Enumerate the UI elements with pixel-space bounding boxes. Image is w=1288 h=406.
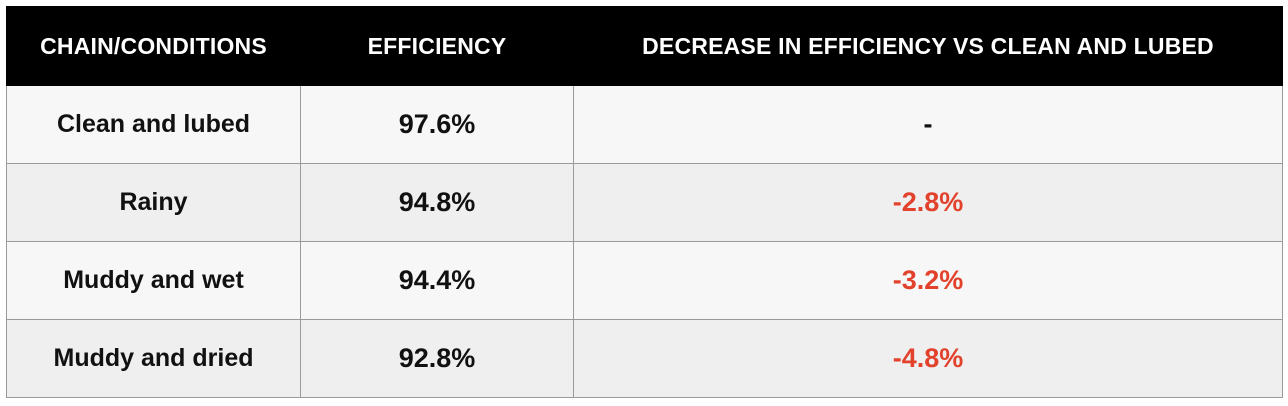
table-row: Clean and lubed 97.6% - <box>6 85 1283 164</box>
header-chain-conditions: CHAIN/CONDITIONS <box>6 6 301 86</box>
cell-decrease: - <box>573 85 1283 164</box>
cell-efficiency: 94.4% <box>300 241 574 320</box>
table-row: Muddy and wet 94.4% -3.2% <box>6 241 1283 320</box>
cell-condition: Muddy and dried <box>6 319 301 398</box>
cell-decrease: -4.8% <box>573 319 1283 398</box>
cell-condition: Rainy <box>6 163 301 242</box>
chain-efficiency-table: CHAIN/CONDITIONS EFFICIENCY DECREASE IN … <box>6 6 1283 398</box>
cell-condition: Muddy and wet <box>6 241 301 320</box>
table-row: Rainy 94.8% -2.8% <box>6 163 1283 242</box>
cell-efficiency: 97.6% <box>300 85 574 164</box>
table-body: Clean and lubed 97.6% - Rainy 94.8% -2.8… <box>6 85 1283 398</box>
efficiency-table-container: CHAIN/CONDITIONS EFFICIENCY DECREASE IN … <box>6 6 1283 400</box>
header-row: CHAIN/CONDITIONS EFFICIENCY DECREASE IN … <box>6 6 1283 86</box>
header-decrease: DECREASE IN EFFICIENCY VS CLEAN AND LUBE… <box>573 6 1283 86</box>
table-header: CHAIN/CONDITIONS EFFICIENCY DECREASE IN … <box>6 6 1283 86</box>
header-efficiency: EFFICIENCY <box>300 6 574 86</box>
cell-efficiency: 92.8% <box>300 319 574 398</box>
cell-condition: Clean and lubed <box>6 85 301 164</box>
table-row: Muddy and dried 92.8% -4.8% <box>6 319 1283 398</box>
cell-decrease: -3.2% <box>573 241 1283 320</box>
cell-efficiency: 94.8% <box>300 163 574 242</box>
cell-decrease: -2.8% <box>573 163 1283 242</box>
